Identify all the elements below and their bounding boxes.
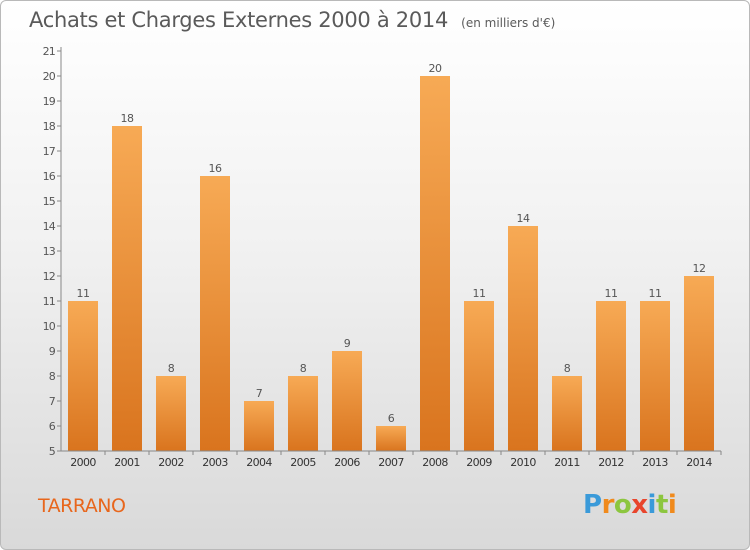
bar [420, 76, 450, 451]
bar [112, 126, 142, 451]
y-tick-label: 8 [49, 370, 56, 383]
bar [244, 401, 274, 451]
bar [552, 376, 582, 451]
x-tick-label: 2004 [246, 456, 272, 469]
bar [288, 376, 318, 451]
y-tick-label: 15 [43, 195, 56, 208]
logo-letter: i [667, 490, 677, 520]
x-tick-label: 2009 [466, 456, 492, 469]
x-tick-label: 2014 [686, 456, 712, 469]
bar [332, 351, 362, 451]
x-tick-label: 2013 [642, 456, 668, 469]
data-label: 11 [649, 287, 662, 300]
y-tick-label: 18 [43, 120, 56, 133]
bar [596, 301, 626, 451]
logo-letter: P [583, 490, 602, 520]
x-tick-label: 2003 [202, 456, 228, 469]
data-label: 12 [693, 262, 706, 275]
logo-letter: t [655, 490, 668, 520]
bar [156, 376, 186, 451]
chart-subtitle: (en milliers d'€) [461, 16, 556, 30]
y-tick-label: 17 [43, 145, 56, 158]
data-label: 8 [168, 362, 175, 375]
logo-letter: o [613, 490, 632, 520]
data-label: 7 [256, 387, 263, 400]
chart-title: Achats et Charges Externes 2000 à 2014 (… [29, 8, 555, 32]
y-tick-label: 20 [43, 70, 56, 83]
data-label: 6 [388, 412, 395, 425]
logo-letter: x [631, 490, 648, 520]
bar [200, 176, 230, 451]
proxiti-logo: Proxiti [583, 490, 677, 520]
x-tick-label: 2000 [70, 456, 96, 469]
data-label: 16 [209, 162, 222, 175]
y-tick-label: 13 [43, 245, 56, 258]
y-tick-label: 5 [49, 445, 56, 458]
bar [68, 301, 98, 451]
x-tick-label: 2006 [334, 456, 360, 469]
x-tick-label: 2001 [114, 456, 140, 469]
y-tick-label: 10 [43, 320, 56, 333]
x-tick-label: 2002 [158, 456, 184, 469]
bar [464, 301, 494, 451]
x-tick-label: 2005 [290, 456, 316, 469]
x-tick-label: 2007 [378, 456, 404, 469]
bar [376, 426, 406, 451]
logo-letter: i [647, 490, 657, 520]
y-tick-label: 9 [49, 345, 56, 358]
y-tick-label: 12 [43, 270, 55, 283]
y-tick-label: 16 [43, 170, 56, 183]
y-tick-label: 6 [49, 420, 56, 433]
data-label: 11 [77, 287, 90, 300]
data-label: 14 [517, 212, 530, 225]
x-tick-label: 2012 [598, 456, 624, 469]
data-label: 8 [300, 362, 307, 375]
y-tick-label: 19 [43, 95, 56, 108]
data-label: 11 [473, 287, 486, 300]
data-label: 8 [564, 362, 571, 375]
data-label: 18 [121, 112, 134, 125]
x-tick-label: 2008 [422, 456, 448, 469]
y-tick-label: 7 [49, 395, 56, 408]
data-label: 9 [344, 337, 351, 350]
bar [640, 301, 670, 451]
y-tick-label: 11 [43, 295, 55, 308]
data-label: 11 [605, 287, 618, 300]
x-tick-label: 2010 [510, 456, 536, 469]
y-tick-label: 14 [43, 220, 56, 233]
bar [508, 226, 538, 451]
bar [684, 276, 714, 451]
chart-title-text: Achats et Charges Externes 2000 à 2014 [29, 8, 449, 32]
logo-letter: r [601, 490, 615, 520]
commune-name: TARRANO [38, 495, 126, 517]
y-tick-label: 21 [43, 45, 55, 58]
data-label: 20 [429, 62, 442, 75]
x-tick-label: 2011 [554, 456, 580, 469]
